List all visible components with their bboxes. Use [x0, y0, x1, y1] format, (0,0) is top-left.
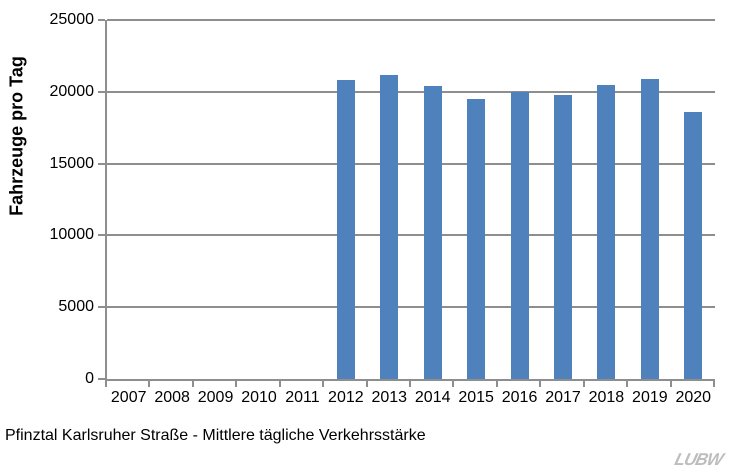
bar-2012: [336, 80, 355, 379]
x-tick-10: [539, 381, 542, 387]
bar-2016: [510, 91, 529, 379]
bar-2020: [684, 111, 703, 379]
gridline-20000: [107, 90, 715, 93]
x-label-2014: 2014: [414, 389, 451, 406]
y-tick-0: [98, 378, 105, 380]
x-label-2019: 2019: [632, 389, 668, 406]
x-label-2016: 2016: [501, 389, 538, 406]
y-tick-15000: [98, 162, 105, 165]
chart-caption: Pfinztal Karlsruher Straße - Mittlere tä…: [5, 427, 426, 444]
x-tick-5: [322, 381, 325, 387]
y-tick-25000: [98, 19, 105, 21]
y-axis-title: Fahrzeuge pro Tag: [6, 56, 27, 216]
bar-2015: [467, 98, 486, 379]
x-label-2020: 2020: [675, 389, 712, 406]
y-tick-5000: [98, 306, 105, 309]
x-tick-2: [191, 381, 194, 387]
x-label-2017: 2017: [545, 389, 581, 406]
y-tick-label-25000: 25000: [49, 11, 95, 28]
x-label-2010: 2010: [241, 389, 277, 406]
x-tick-1: [148, 381, 151, 387]
x-tick-13: [669, 381, 672, 387]
x-tick-14: [713, 381, 715, 387]
bar-2018: [597, 84, 616, 379]
y-tick-label-10000: 10000: [49, 226, 95, 244]
lubw-logo: LUBW: [672, 450, 725, 469]
bar-2013: [380, 74, 399, 379]
y-tick-label-15000: 15000: [49, 154, 95, 172]
x-tick-0: [105, 381, 107, 387]
x-tick-4: [278, 381, 281, 387]
gridline-25000: [107, 19, 715, 21]
x-tick-9: [495, 381, 498, 387]
x-tick-8: [452, 381, 455, 387]
gridline-15000: [107, 162, 715, 165]
x-label-2008: 2008: [154, 389, 190, 406]
x-label-2011: 2011: [285, 389, 320, 406]
x-tick-7: [409, 381, 411, 387]
x-label-2018: 2018: [588, 389, 625, 406]
x-tick-12: [626, 381, 629, 387]
bar-2014: [423, 86, 442, 379]
x-label-2012: 2012: [328, 389, 364, 406]
gridline-10000: [107, 234, 715, 237]
x-tick-6: [365, 381, 368, 387]
y-tick-20000: [98, 90, 105, 93]
x-label-2015: 2015: [458, 389, 494, 406]
y-tick-10000: [98, 234, 105, 237]
y-tick-label-5000: 5000: [58, 298, 94, 316]
x-tick-11: [582, 381, 585, 387]
bar-2019: [640, 78, 659, 379]
y-tick-label-0: 0: [85, 370, 94, 387]
x-label-2013: 2013: [371, 389, 408, 406]
x-label-2009: 2009: [197, 389, 234, 406]
gridline-5000: [107, 306, 715, 309]
bar-2017: [554, 94, 572, 379]
x-tick-3: [235, 381, 238, 387]
y-tick-label-20000: 20000: [49, 82, 95, 100]
x-label-2007: 2007: [110, 389, 147, 406]
plot-area: [105, 19, 715, 381]
